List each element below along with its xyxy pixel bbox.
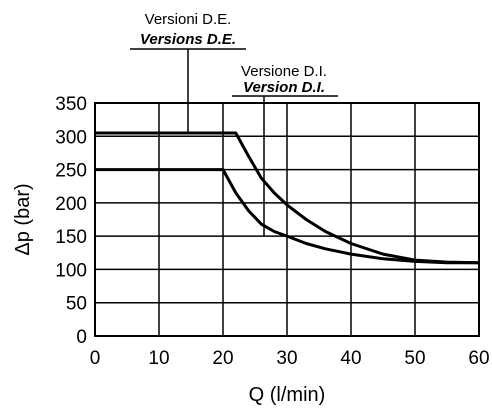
x-tick-label: 20 bbox=[212, 348, 233, 369]
x-tick-label: 40 bbox=[340, 348, 361, 369]
y-tick-label: 0 bbox=[76, 327, 87, 348]
series bbox=[95, 49, 480, 265]
x-tick-labels: 0 10 20 30 40 50 60 bbox=[90, 348, 490, 369]
annotation-de-translation: Versions D.E. bbox=[140, 31, 236, 48]
y-tick-label: 350 bbox=[55, 94, 87, 115]
y-tick-label: 50 bbox=[66, 294, 87, 315]
grid bbox=[94, 102, 480, 337]
x-tick-label: 30 bbox=[276, 348, 297, 369]
annotation-di-label: Versione D.I. bbox=[241, 63, 327, 80]
x-tick-label: 60 bbox=[468, 348, 489, 369]
y-axis-title: Δp (bar) bbox=[12, 183, 34, 255]
y-tick-label: 200 bbox=[55, 194, 87, 215]
y-tick-labels: 0 50 100 150 200 250 300 350 bbox=[55, 94, 87, 348]
series-line-2 bbox=[95, 168, 479, 265]
annotation-di-translation: Version D.I. bbox=[243, 79, 325, 96]
x-tick-label: 10 bbox=[148, 348, 169, 369]
y-tick-label: 250 bbox=[55, 161, 87, 182]
y-tick-label: 300 bbox=[55, 127, 87, 148]
annotation-de-label: Versioni D.E. bbox=[145, 11, 232, 28]
x-tick-label: 0 bbox=[90, 348, 101, 369]
plot-frame bbox=[94, 102, 480, 337]
y-tick-label: 150 bbox=[55, 227, 87, 248]
x-axis-title: Q (l/min) bbox=[249, 384, 326, 406]
y-tick-label: 100 bbox=[55, 260, 87, 281]
x-tick-label: 50 bbox=[404, 348, 425, 369]
